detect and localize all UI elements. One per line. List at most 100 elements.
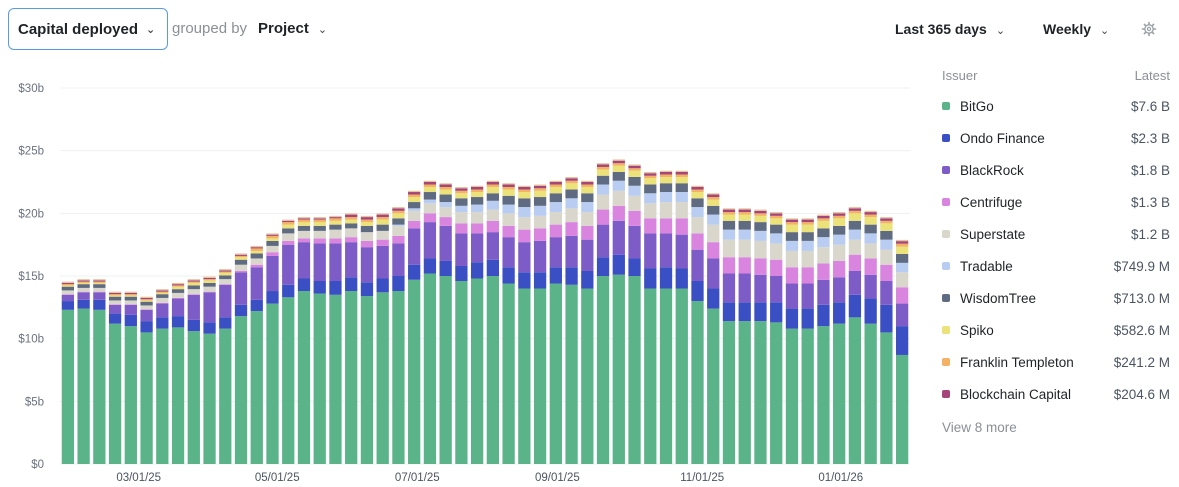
bar-segment[interactable] <box>313 238 326 244</box>
bar-segment[interactable] <box>612 220 625 255</box>
bar-segment[interactable] <box>612 254 625 275</box>
bar-segment[interactable] <box>423 203 437 214</box>
bar-segment[interactable] <box>518 189 531 193</box>
bar-segment[interactable] <box>266 252 279 256</box>
bar-segment[interactable] <box>770 213 783 216</box>
bar-segment[interactable] <box>329 218 342 221</box>
bar-segment[interactable] <box>124 300 137 305</box>
bar-segment[interactable] <box>502 283 515 464</box>
bar-segment[interactable] <box>250 248 263 251</box>
bar-segment[interactable] <box>880 249 893 265</box>
bar-segment[interactable] <box>187 319 200 332</box>
bar-segment[interactable] <box>93 287 106 292</box>
bar-segment[interactable] <box>581 212 594 226</box>
bar-segment[interactable] <box>345 223 358 229</box>
bar-segment[interactable] <box>313 217 326 219</box>
bar-segment[interactable] <box>754 209 767 211</box>
bar-segment[interactable] <box>581 288 594 464</box>
bar-segment[interactable] <box>612 171 625 181</box>
bar-segment[interactable] <box>864 274 877 299</box>
bar-segment[interactable] <box>533 184 547 186</box>
bar-segment[interactable] <box>565 284 578 464</box>
bar-segment[interactable] <box>895 287 909 304</box>
bar-segment[interactable] <box>628 185 641 196</box>
bar-segment[interactable] <box>140 321 153 333</box>
bar-segment[interactable] <box>313 230 326 239</box>
bar-segment[interactable] <box>61 301 75 310</box>
bar-segment[interactable] <box>360 282 374 297</box>
bar-segment[interactable] <box>659 176 673 184</box>
bar-segment[interactable] <box>219 284 232 285</box>
bar-segment[interactable] <box>628 165 641 169</box>
bar-segment[interactable] <box>722 302 736 322</box>
bar-segment[interactable] <box>596 169 610 176</box>
bar-segment[interactable] <box>691 249 704 282</box>
bar-segment[interactable] <box>738 214 751 221</box>
bar-segment[interactable] <box>234 264 248 271</box>
bar-segment[interactable] <box>801 219 814 223</box>
bar-segment[interactable] <box>234 272 248 305</box>
bar-segment[interactable] <box>675 202 688 219</box>
bar-segment[interactable] <box>833 277 846 303</box>
bar-segment[interactable] <box>171 286 185 290</box>
bar-segment[interactable] <box>108 323 122 464</box>
bar-segment[interactable] <box>596 166 610 170</box>
bar-segment[interactable] <box>785 224 799 233</box>
bar-segment[interactable] <box>486 276 500 464</box>
bar-segment[interactable] <box>895 253 909 263</box>
bar-segment[interactable] <box>423 213 437 223</box>
bar-segment[interactable] <box>77 308 90 464</box>
bar-segment[interactable] <box>801 283 814 309</box>
bar-segment[interactable] <box>360 247 374 283</box>
bar-segment[interactable] <box>171 316 185 328</box>
bar-segment[interactable] <box>297 238 311 243</box>
bar-segment[interactable] <box>644 288 657 464</box>
bar-segment[interactable] <box>722 212 736 215</box>
bar-segment[interactable] <box>612 190 625 206</box>
bar-segment[interactable] <box>707 242 720 259</box>
bar-segment[interactable] <box>691 281 704 302</box>
bar-segment[interactable] <box>785 328 799 464</box>
bar-segment[interactable] <box>156 317 169 329</box>
bar-segment[interactable] <box>297 225 311 231</box>
bar-segment[interactable] <box>297 291 311 464</box>
bar-segment[interactable] <box>549 193 562 203</box>
bar-segment[interactable] <box>61 294 75 295</box>
bar-segment[interactable] <box>392 291 405 464</box>
bar-segment[interactable] <box>691 187 704 190</box>
bar-segment[interactable] <box>171 282 185 285</box>
bar-segment[interactable] <box>628 164 641 166</box>
bar-segment[interactable] <box>785 267 799 284</box>
bar-segment[interactable] <box>376 230 389 240</box>
bar-segment[interactable] <box>581 187 594 194</box>
bar-segment[interactable] <box>848 208 862 211</box>
bar-segment[interactable] <box>628 170 641 177</box>
bar-segment[interactable] <box>140 332 153 464</box>
bar-segment[interactable] <box>360 217 374 220</box>
bar-segment[interactable] <box>93 309 106 464</box>
bar-segment[interactable] <box>266 240 279 246</box>
bar-segment[interactable] <box>156 294 169 298</box>
bar-segment[interactable] <box>250 258 263 265</box>
bar-segment[interactable] <box>376 213 389 215</box>
bar-segment[interactable] <box>659 170 673 172</box>
bar-segment[interactable] <box>187 285 200 290</box>
bar-segment[interactable] <box>848 229 862 240</box>
bar-segment[interactable] <box>628 168 641 171</box>
gear-icon[interactable] <box>1141 21 1157 37</box>
bar-segment[interactable] <box>282 284 295 298</box>
group-dropdown[interactable]: Project ⌄ <box>258 20 327 37</box>
bar-segment[interactable] <box>455 205 468 213</box>
bar-segment[interactable] <box>360 296 374 464</box>
bar-segment[interactable] <box>203 286 216 292</box>
bar-segment[interactable] <box>596 209 610 225</box>
bar-segment[interactable] <box>596 164 610 167</box>
bar-segment[interactable] <box>345 214 358 218</box>
legend-item[interactable]: Blockchain Capital $204.6 M <box>942 378 1170 410</box>
bar-segment[interactable] <box>124 294 137 296</box>
bar-segment[interactable] <box>282 297 295 464</box>
bar-segment[interactable] <box>675 176 688 184</box>
bar-segment[interactable] <box>659 192 673 203</box>
bar-segment[interactable] <box>203 279 216 281</box>
legend-item[interactable]: BitGo $7.6 B <box>942 90 1170 122</box>
